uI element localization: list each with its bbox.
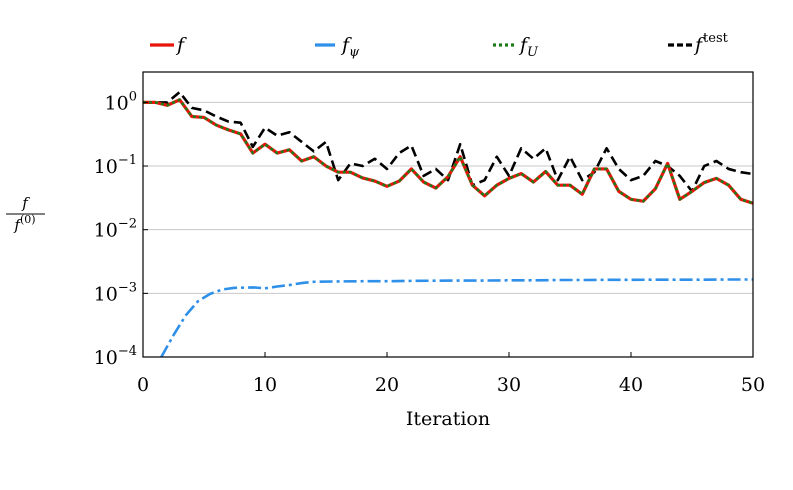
x-tick-label: 10: [253, 374, 277, 396]
series-line-f-test: [143, 90, 753, 193]
y-label-numerator: f: [21, 194, 30, 212]
series-line-f-U: [143, 98, 753, 205]
plot-frame: [142, 71, 754, 358]
y-tick-label: 10−3: [94, 280, 137, 305]
x-tick-label: 40: [619, 374, 643, 396]
series-line-f-psi: [160, 278, 753, 357]
series-line-f: [143, 98, 753, 205]
legend-label-f-psi: fψ: [340, 34, 360, 60]
y-tick-label: 10−4: [94, 344, 137, 369]
y-axis-title: ff(0): [6, 194, 45, 234]
legend: f fψ fU ftest: [150, 31, 729, 60]
y-tick-label: 10−2: [94, 217, 137, 242]
legend-label-f: f: [175, 34, 187, 56]
legend-label-f-U: fU: [518, 34, 539, 60]
axis-ticks: 100 10−1 10−2 10−3 10−40 10 20 30 40 50: [94, 89, 765, 396]
y-label-denominator: f(0): [13, 213, 35, 234]
grid-lines: [143, 101, 753, 358]
legend-label-f-test: ftest: [693, 31, 729, 56]
y-tick-label: 100: [105, 89, 137, 114]
x-axis-title: Iteration: [406, 408, 490, 430]
x-tick-label: 30: [497, 374, 521, 396]
series-lines: [143, 90, 753, 357]
x-tick-label: 20: [375, 374, 399, 396]
x-tick-label: 0: [137, 374, 149, 396]
x-tick-label: 50: [741, 374, 765, 396]
y-tick-label: 10−1: [94, 153, 137, 178]
